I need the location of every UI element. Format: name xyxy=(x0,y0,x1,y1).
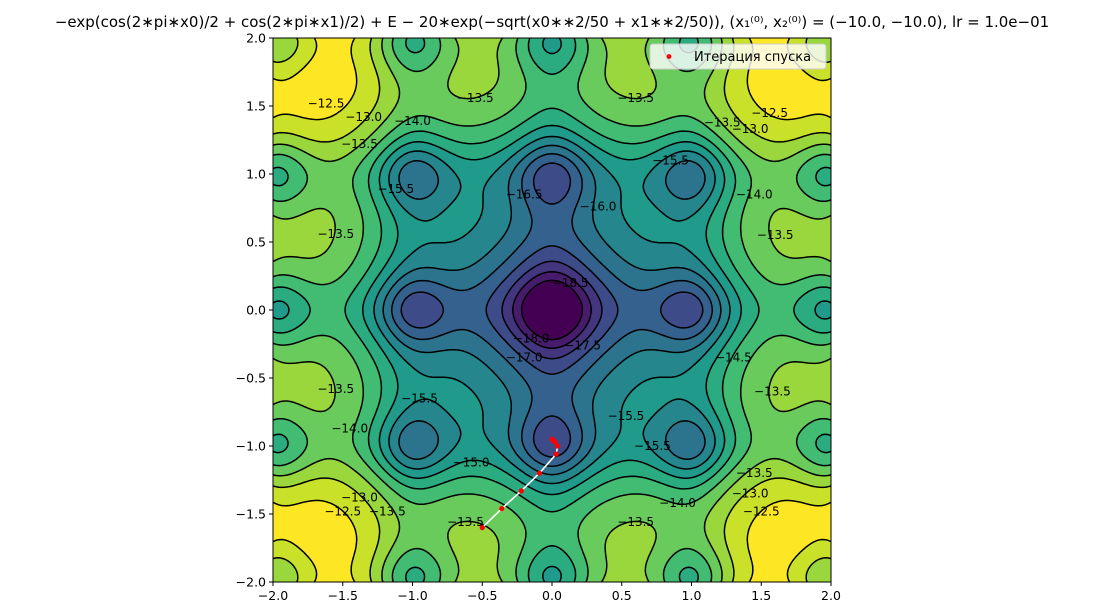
x-tick-label: 2.0 xyxy=(821,588,841,603)
y-axis: −2.0 −1.5 −1.0 −0.5 0.0 0.5 1.0 1.5 2.0 xyxy=(236,31,273,590)
chart-title: −exp(cos(2∗pi∗x0)/2 + cos(2∗pi∗x1)/2) + … xyxy=(55,13,1049,31)
y-tick-label: 1.5 xyxy=(246,99,266,114)
contour-label: −13.0 xyxy=(345,110,382,124)
contour-label: −12.5 xyxy=(308,96,345,110)
contour-label: −13.0 xyxy=(732,122,769,136)
x-tick-label: 0.0 xyxy=(542,588,562,603)
y-tick-label: 2.0 xyxy=(246,31,266,46)
contour-line xyxy=(272,37,832,583)
descent-point xyxy=(479,525,485,531)
contour-label: −12.5 xyxy=(751,106,788,120)
descent-point xyxy=(499,505,505,512)
x-tick-label: −0.5 xyxy=(467,588,497,603)
contour-label: −17.0 xyxy=(506,351,543,365)
x-tick-label: 1.0 xyxy=(682,588,702,603)
contour-label: −15.0 xyxy=(453,455,490,469)
contour-label: −16.5 xyxy=(506,187,543,201)
y-tick-label: −2.0 xyxy=(236,575,266,590)
contour-label: −12.5 xyxy=(743,504,780,518)
contour-line xyxy=(272,37,832,583)
x-tick-label: −1.0 xyxy=(397,588,427,603)
contour-label: −13.5 xyxy=(369,504,406,518)
contour-line xyxy=(373,135,731,485)
contour-label: −17.5 xyxy=(564,338,601,352)
descent-point xyxy=(553,451,559,457)
contour-label: −15.5 xyxy=(634,439,671,453)
y-tick-label: 1.0 xyxy=(246,167,266,182)
contour-label: −13.5 xyxy=(341,137,378,151)
contour-label: −15.5 xyxy=(652,153,689,167)
contour-label: −13.0 xyxy=(341,491,378,505)
legend-marker xyxy=(666,54,672,59)
x-tick-label: −2.0 xyxy=(258,588,288,603)
x-tick-label: 0.5 xyxy=(612,588,632,603)
descent-point xyxy=(549,436,555,442)
contour-label: −13.5 xyxy=(447,515,484,529)
contour-label: −14.0 xyxy=(736,187,773,201)
contour-label: −13.5 xyxy=(317,227,354,241)
contour-label: −13.5 xyxy=(617,91,654,105)
contour-line xyxy=(512,271,592,349)
y-tick-label: 0.0 xyxy=(246,303,266,318)
contour-label: −13.0 xyxy=(732,487,769,501)
contour-label: −15.5 xyxy=(377,182,414,196)
y-tick-label: −1.5 xyxy=(236,507,266,522)
contour-line xyxy=(501,260,603,360)
descent-point xyxy=(554,443,561,449)
descent-point xyxy=(536,470,543,476)
descent-point xyxy=(518,488,524,494)
contour-line xyxy=(382,144,722,476)
legend-label: Итерация спуска xyxy=(694,50,811,65)
legend: Итерация спуска xyxy=(649,43,827,70)
y-tick-label: −0.5 xyxy=(236,371,266,386)
contour-label: −14.0 xyxy=(394,114,431,128)
plot-area: −12.5−13.0−13.5−13.5−14.0−13.5−12.5−13.5… xyxy=(272,37,832,583)
legend-box xyxy=(649,43,827,70)
contour-label: −16.0 xyxy=(580,200,617,214)
contour-label: −13.5 xyxy=(704,115,741,129)
contour-line xyxy=(272,37,832,583)
contour-label: −13.5 xyxy=(317,382,354,396)
contour-label: −14.0 xyxy=(331,421,368,435)
heatmap-fill xyxy=(273,38,831,582)
contour-label: −18.0 xyxy=(513,332,550,346)
contour-label: −13.5 xyxy=(457,91,494,105)
contour-label: −13.5 xyxy=(617,515,654,529)
x-tick-label: −1.5 xyxy=(328,588,358,603)
contour-labels: −12.5−13.0−13.5−13.5−14.0−13.5−12.5−13.5… xyxy=(308,91,794,529)
contour-line xyxy=(272,37,832,583)
contour-line xyxy=(520,279,584,341)
descent-path xyxy=(479,436,561,531)
contour-label: −13.5 xyxy=(757,228,794,242)
contour-label: −14.5 xyxy=(715,351,752,365)
contour-label: −18.5 xyxy=(552,276,589,290)
y-tick-label: 0.5 xyxy=(246,235,266,250)
contour-label: −15.5 xyxy=(401,391,438,405)
contour-label: −15.5 xyxy=(608,409,645,423)
contour-label: −12.5 xyxy=(324,504,361,518)
y-tick-label: −1.0 xyxy=(236,439,266,454)
x-axis: −2.0 −1.5 −1.0 −0.5 0.0 0.5 1.0 1.5 2.0 xyxy=(258,582,841,603)
x-tick-label: 1.5 xyxy=(751,588,771,603)
contour-label: −13.5 xyxy=(754,385,791,399)
contour-label: −14.0 xyxy=(659,496,696,510)
contour-label: −13.5 xyxy=(736,466,773,480)
contour-line xyxy=(400,162,704,458)
